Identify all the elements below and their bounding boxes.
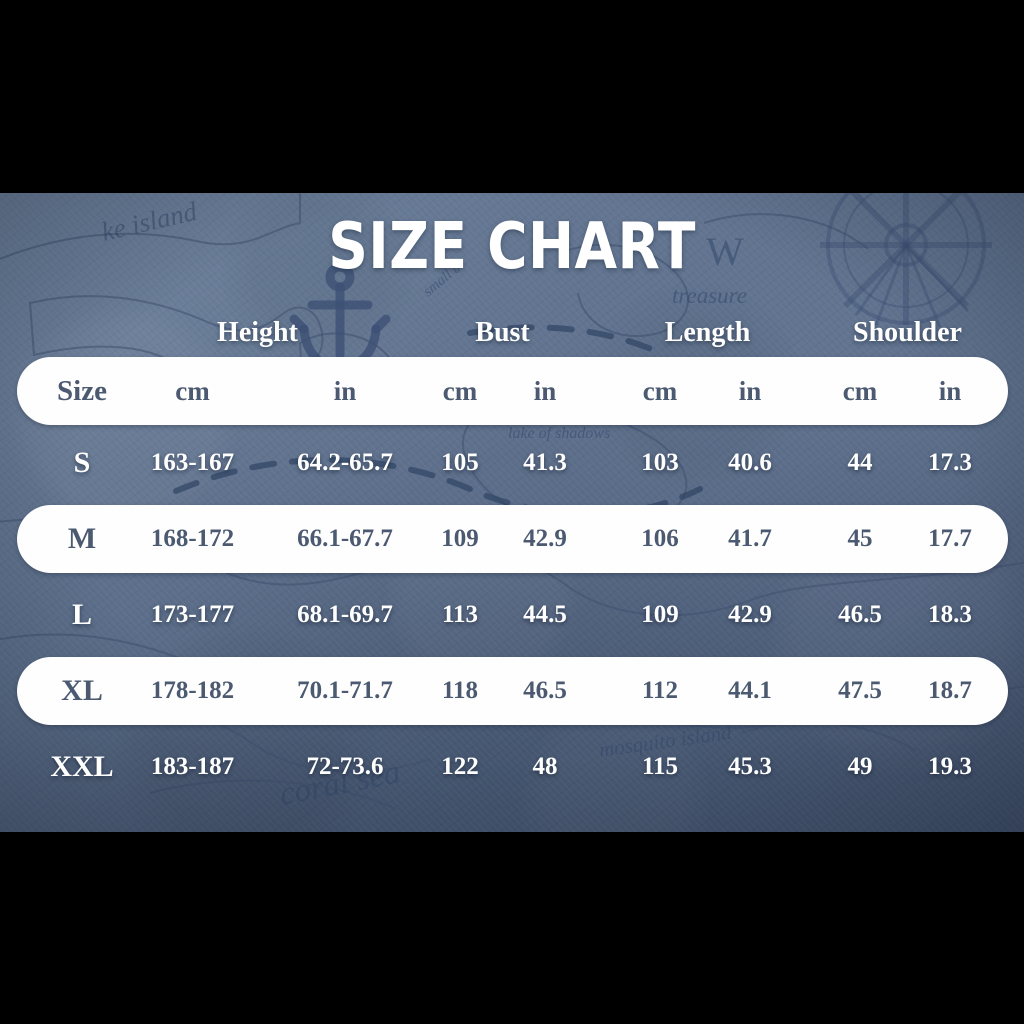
header-cell-cm-1: cm xyxy=(175,376,210,406)
cell-xxl-cm-3: 122 xyxy=(441,753,479,780)
cell-xl-cm-1: 178-182 xyxy=(150,677,235,704)
cell-xl-in-2: 70.1-71.7 xyxy=(297,677,393,704)
group-header-length: Length xyxy=(664,317,751,348)
table-row-l: L 173-177 68.1-69.7 113 44.5 109 42.9 46.5 18.3 xyxy=(0,577,1024,653)
cell-xxl-in-4: 48 xyxy=(532,753,558,780)
cell-s-in-6: 40.6 xyxy=(728,449,772,476)
page-title: SIZE CHART xyxy=(328,210,696,284)
cell-s-in-4: 41.3 xyxy=(523,449,567,476)
cell-s-cm-5: 103 xyxy=(641,449,679,476)
cell-l-in-4: 44.5 xyxy=(523,601,567,628)
compass-rose-icon xyxy=(820,193,992,328)
table-row-s: S 163-167 64.2-65.7 105 41.3 103 40.6 44 17.3 xyxy=(0,425,1024,501)
cell-s-cm-3: 105 xyxy=(441,449,479,476)
cell-xl-cm-7: 47.5 xyxy=(838,677,882,704)
cell-s-cm-7: 44 xyxy=(847,449,873,476)
cell-m-cm-7: 45 xyxy=(847,525,873,552)
size-chart-panel: ke island small b treasure lake of shado… xyxy=(0,193,1024,832)
cell-l-size-0: L xyxy=(71,598,92,631)
header-cell-in-2: in xyxy=(333,376,357,406)
cell-xxl-in-8: 19.3 xyxy=(928,753,972,780)
cell-xl-in-6: 44.1 xyxy=(728,677,772,704)
cell-xl-cm-3: 118 xyxy=(441,677,479,704)
header-cell-cm-3: cm xyxy=(442,376,478,406)
cell-s-in-8: 17.3 xyxy=(928,449,972,476)
row-highlight-pill xyxy=(17,505,1008,573)
header-cell-size-0: Size xyxy=(57,375,107,407)
cell-m-in-4: 42.9 xyxy=(523,525,567,552)
header-cell-in-4: in xyxy=(533,376,557,406)
cell-l-cm-1: 173-177 xyxy=(150,601,235,628)
cell-xxl-cm-1: 183-187 xyxy=(150,753,235,780)
table-row-xl: XL 178-182 70.1-71.7 118 46.5 112 44.1 47.5 18.7 xyxy=(0,653,1024,729)
cell-m-cm-5: 106 xyxy=(641,525,679,552)
cell-xxl-cm-7: 49 xyxy=(847,753,873,780)
table-row-xxl: XXL 183-187 72-73.6 122 48 115 45.3 49 19.3 xyxy=(0,729,1024,805)
svg-text:W: W xyxy=(706,229,744,274)
cell-l-cm-3: 113 xyxy=(441,601,479,628)
group-header-bust: Bust xyxy=(475,317,530,348)
header-cell-cm-5: cm xyxy=(642,376,678,406)
group-header-shoulder: Shoulder xyxy=(853,317,962,348)
cell-xxl-size-0: XXL xyxy=(50,750,114,783)
cell-xxl-in-2: 72-73.6 xyxy=(306,753,384,780)
cell-xl-cm-5: 112 xyxy=(641,677,679,704)
cell-xxl-in-6: 45.3 xyxy=(728,753,772,780)
cell-l-in-6: 42.9 xyxy=(728,601,772,628)
cell-xl-in-8: 18.7 xyxy=(928,677,972,704)
cell-l-in-8: 18.3 xyxy=(928,601,972,628)
header-cell-in-8: in xyxy=(938,376,962,406)
cell-l-in-2: 68.1-69.7 xyxy=(297,601,393,628)
cell-xl-in-4: 46.5 xyxy=(523,677,567,704)
cell-l-cm-5: 109 xyxy=(641,601,679,628)
cell-m-size-0: M xyxy=(67,522,97,555)
cell-m-in-8: 17.7 xyxy=(928,525,972,552)
row-highlight-pill xyxy=(17,357,1008,425)
svg-text:lake of shadows: lake of shadows xyxy=(508,425,610,442)
cell-m-in-2: 66.1-67.7 xyxy=(297,525,393,552)
cell-m-in-6: 41.7 xyxy=(728,525,772,552)
column-group-headers: Height Bust Length Shoulder xyxy=(0,315,1024,351)
cell-l-cm-7: 46.5 xyxy=(838,601,882,628)
row-highlight-pill xyxy=(17,657,1008,725)
size-table: Size cm in cm in cm in cm in S 163-167 64.2-65.7 105… xyxy=(0,357,1024,805)
cell-s-cm-1: 163-167 xyxy=(150,449,235,476)
cell-m-cm-1: 168-172 xyxy=(150,525,235,552)
header-cell-in-6: in xyxy=(738,376,762,406)
table-header-row: Size cm in cm in cm in cm in xyxy=(0,357,1024,425)
cell-s-in-2: 64.2-65.7 xyxy=(297,449,393,476)
table-row-m: M 168-172 66.1-67.7 109 42.9 106 41.7 45 17.7 xyxy=(0,501,1024,577)
cell-xxl-cm-5: 115 xyxy=(641,753,679,780)
header-cell-cm-7: cm xyxy=(842,376,878,406)
group-header-height: Height xyxy=(217,317,298,348)
anchor-icon xyxy=(289,262,391,374)
svg-text:treasure: treasure xyxy=(672,283,747,308)
cell-m-cm-3: 109 xyxy=(441,525,479,552)
cell-xl-size-0: XL xyxy=(61,674,103,707)
cell-s-size-0: S xyxy=(73,446,91,479)
